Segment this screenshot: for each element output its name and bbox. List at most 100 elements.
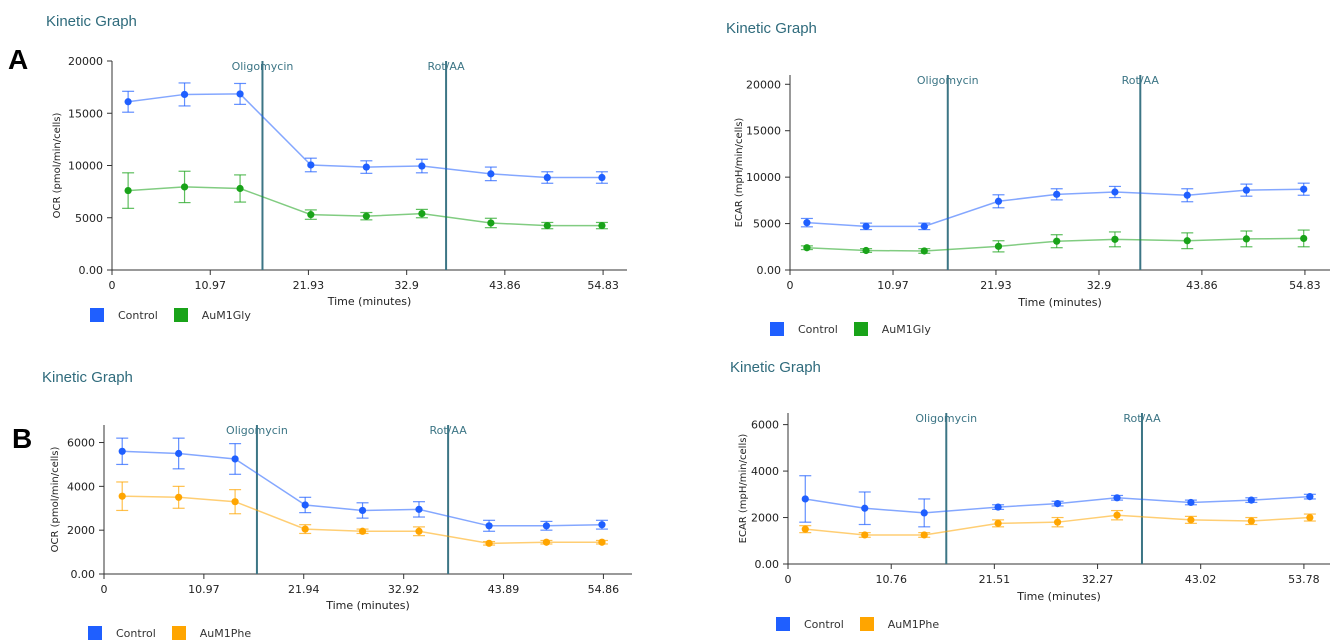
- ocr-chart-gly: Kinetic Graph 0.00 5000 10000 15000 20000 0 10.…: [0, 0, 660, 330]
- x-axis-label: Time (minutes): [1016, 590, 1101, 603]
- data-point: [1111, 235, 1119, 243]
- ocr-chart-phe-svg: Kinetic Graph 0.00 2000 4000 6000 0 10.97 21.94…: [42, 369, 632, 612]
- data-point: [236, 184, 244, 193]
- data-point: [920, 509, 928, 517]
- y-axis-label: ECAR (mpH/min/cells): [734, 118, 745, 228]
- data-point: [1306, 493, 1314, 501]
- injection-label: Oligomycin: [915, 412, 977, 425]
- legend-swatch-control: [770, 322, 784, 336]
- data-point: [487, 170, 495, 178]
- y-tick-label: 2000: [751, 512, 779, 525]
- x-tick-label: 21.51: [979, 573, 1011, 586]
- data-point: [1053, 500, 1062, 508]
- y-axis-label: ECAR (mpH/min/cells): [738, 434, 749, 544]
- data-point: [1183, 237, 1191, 245]
- ecar-chart-gly: Kinetic Graph 0.00 5000 10000 15000 20000 0 10.…: [666, 0, 1332, 330]
- data-point: [362, 212, 370, 220]
- data-point: [542, 522, 551, 530]
- data-point: [362, 163, 370, 171]
- x-tick-label: 32.9: [1087, 279, 1112, 292]
- injection-label: Rot/AA: [1122, 74, 1160, 87]
- x-tick-label: 32.9: [394, 279, 419, 292]
- y-tick-label: 20000: [746, 78, 781, 91]
- data-point: [415, 505, 423, 513]
- data-point: [1242, 186, 1251, 194]
- data-point: [994, 503, 1002, 511]
- data-point: [175, 449, 183, 458]
- y-tick-label: 0.00: [755, 558, 780, 571]
- data-point: [803, 244, 811, 252]
- data-point: [485, 522, 493, 530]
- y-tick-label: 6000: [751, 419, 779, 432]
- y-tick-label: 5000: [75, 212, 103, 225]
- data-point: [307, 211, 315, 219]
- injection-label: Oligomycin: [226, 424, 288, 437]
- data-point: [418, 162, 426, 170]
- y-tick-label: 6000: [67, 437, 95, 450]
- data-point: [118, 447, 126, 455]
- legend-swatch-aum1phe: [171, 626, 186, 640]
- legend-swatch-aum1gly: [173, 308, 188, 322]
- data-point: [415, 527, 423, 535]
- data-point: [920, 531, 928, 539]
- data-point: [180, 90, 189, 99]
- ecar-chart-phe: Kinetic Graph 0.00 2000 4000 6000 0 10.76 21.51…: [666, 330, 1332, 641]
- data-point: [598, 173, 606, 182]
- x-tick-label: 43.86: [1186, 279, 1218, 292]
- injection-label: Rot/AA: [429, 424, 467, 437]
- data-point: [1053, 190, 1061, 198]
- data-point: [543, 173, 551, 182]
- data-point: [598, 221, 606, 230]
- legend-label-aum1gly: AuM1Gly: [201, 308, 251, 322]
- x-tick-label: 54.83: [587, 279, 619, 292]
- panel-label-a: A: [8, 44, 29, 75]
- x-tick-label: 10.97: [188, 583, 220, 596]
- x-axis-label: Time (minutes): [1017, 296, 1102, 309]
- data-point: [803, 219, 811, 227]
- injection-label: Oligomycin: [917, 74, 979, 87]
- x-tick-label: 43.02: [1185, 573, 1217, 586]
- x-tick-label: 10.97: [877, 279, 909, 292]
- y-tick-label: 4000: [751, 465, 779, 478]
- legend-swatch-control: [88, 626, 102, 640]
- legend-label-control: Control: [118, 308, 158, 322]
- y-axis-label: OCR (pmol/min/cells): [50, 447, 61, 553]
- data-point: [542, 538, 551, 546]
- data-point: [231, 455, 239, 463]
- data-point: [1187, 516, 1195, 524]
- y-tick-label: 0.00: [757, 264, 782, 277]
- ecar-chart-gly-svg: Kinetic Graph 0.00 5000 10000 15000 20000 0 10.…: [726, 20, 1330, 309]
- x-tick-label: 21.94: [288, 583, 320, 596]
- x-tick-label: 32.92: [388, 583, 420, 596]
- data-point: [301, 525, 309, 533]
- data-point: [861, 504, 869, 512]
- data-point: [1300, 185, 1308, 193]
- x-tick-label: 0: [785, 573, 792, 586]
- legend-label-control: Control: [116, 626, 156, 640]
- x-tick-label: 10.97: [195, 279, 227, 292]
- x-tick-label: 43.86: [489, 279, 521, 292]
- data-point: [358, 527, 367, 535]
- data-point: [124, 186, 132, 195]
- legend-label-aum1phe: AuM1Phe: [887, 617, 940, 631]
- x-tick-label: 53.78: [1288, 573, 1320, 586]
- y-tick-label: 4000: [67, 480, 95, 493]
- data-point: [1053, 518, 1062, 526]
- data-point: [485, 539, 493, 547]
- data-point: [994, 197, 1003, 205]
- chart-title: Kinetic Graph: [726, 20, 817, 37]
- legend-swatch-aum1phe: [859, 617, 874, 631]
- panel-label-b: B: [12, 423, 33, 454]
- legend-label-control: Control: [798, 322, 838, 336]
- data-point: [920, 247, 928, 255]
- legend-swatch-control: [90, 308, 104, 322]
- ocr-chart-phe: Kinetic Graph 0.00 2000 4000 6000 0 10.97 21.94…: [0, 330, 660, 641]
- y-tick-label: 15000: [746, 125, 781, 138]
- legend-label-aum1phe: AuM1Phe: [199, 626, 252, 640]
- chart-title: Kinetic Graph: [730, 359, 821, 376]
- legend-phe-ecar: Control AuM1Phe: [776, 617, 955, 631]
- x-axis-label: Time (minutes): [325, 599, 410, 612]
- data-point: [1247, 496, 1255, 504]
- data-point: [358, 506, 367, 515]
- y-tick-label: 15000: [68, 107, 103, 120]
